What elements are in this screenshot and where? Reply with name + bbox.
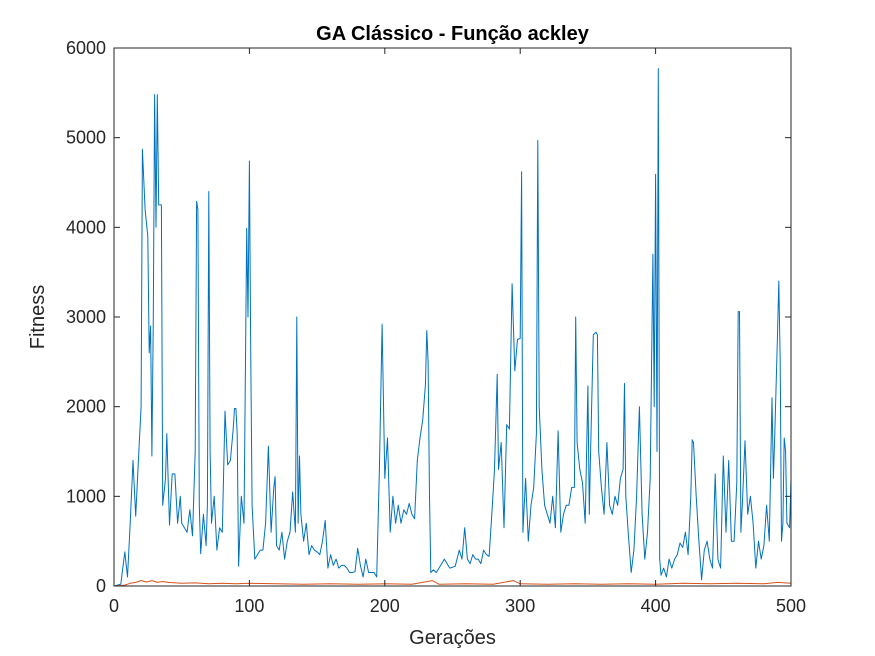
y-tick-label-4: 4000	[66, 217, 106, 237]
tick-layer: 0 100 200 300 400 500010002000300040005000600…	[66, 38, 806, 616]
x-tick-label-4: 400	[641, 596, 671, 616]
chart-title: GA Clássico - Função ackley	[316, 23, 590, 45]
y-tick-label-6: 6000	[66, 38, 106, 58]
x-tick-label-0: 0	[109, 596, 119, 616]
x-tick-label-1: 100	[234, 596, 264, 616]
y-tick-label-0: 0	[96, 576, 106, 596]
series-layer	[114, 68, 791, 586]
y-axis-label: Fitness	[27, 285, 49, 349]
y-tick-label-2: 2000	[66, 397, 106, 417]
x-tick-label-5: 500	[776, 596, 806, 616]
x-tick-label-3: 300	[505, 596, 535, 616]
y-tick-label-1: 1000	[66, 486, 106, 506]
series-line-2	[114, 580, 791, 586]
y-tick-label-5: 5000	[66, 128, 106, 148]
x-tick-label-2: 200	[370, 596, 400, 616]
series-line-1	[114, 68, 791, 586]
x-axis-label: Gerações	[409, 627, 496, 649]
y-tick-label-3: 3000	[66, 307, 106, 327]
